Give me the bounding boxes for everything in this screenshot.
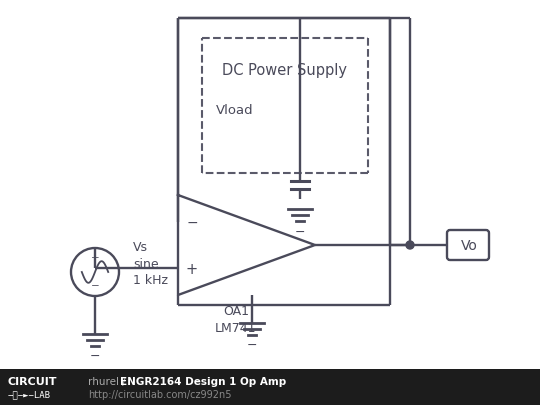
Text: −: − xyxy=(295,226,305,239)
Text: http://circuitlab.com/cz992n5: http://circuitlab.com/cz992n5 xyxy=(88,390,232,400)
Text: OA1
LM741: OA1 LM741 xyxy=(215,305,256,335)
Text: DC Power Supply: DC Power Supply xyxy=(222,62,348,77)
Text: −: − xyxy=(246,339,256,352)
Text: −: − xyxy=(186,216,198,230)
FancyBboxPatch shape xyxy=(447,230,489,260)
Text: Vs
sine
1 kHz: Vs sine 1 kHz xyxy=(133,241,168,287)
Text: CIRCUIT: CIRCUIT xyxy=(8,377,57,387)
Bar xyxy=(0,369,540,405)
Text: −: − xyxy=(90,350,100,363)
Text: −: − xyxy=(91,281,99,292)
Text: Vload: Vload xyxy=(216,104,254,117)
Text: +: + xyxy=(186,262,198,277)
Text: −∿−►−LAB: −∿−►−LAB xyxy=(8,390,51,399)
Text: +: + xyxy=(91,253,99,262)
Text: rhurel /: rhurel / xyxy=(88,377,129,387)
Text: ENGR2164 Design 1 Op Amp: ENGR2164 Design 1 Op Amp xyxy=(120,377,286,387)
Polygon shape xyxy=(448,241,456,249)
Text: Vo: Vo xyxy=(461,239,477,253)
Circle shape xyxy=(406,241,414,249)
